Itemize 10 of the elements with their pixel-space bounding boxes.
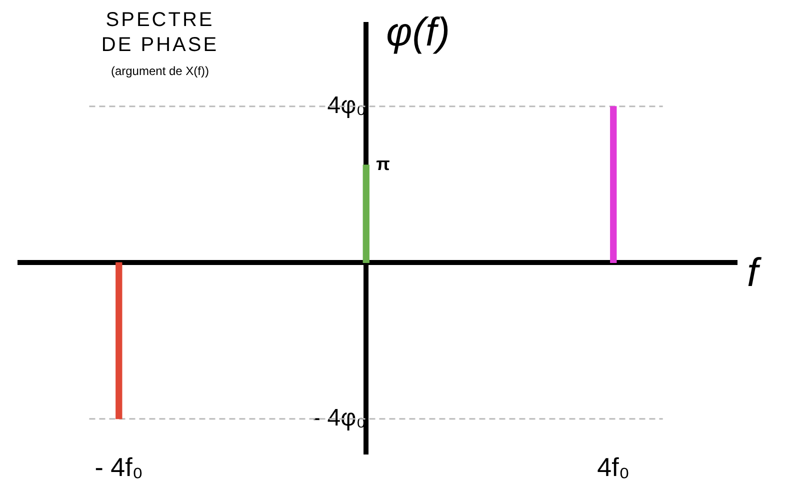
- chart-title: SPECTRE DE PHASE: [100, 8, 220, 58]
- x-tick-label: 4f₀: [597, 452, 630, 482]
- text: (argument de X(f)): [110, 64, 210, 78]
- x-tick-label: - 4f₀: [94, 452, 144, 482]
- bar: [362, 164, 370, 263]
- bar: [610, 106, 617, 263]
- annotation: π: [376, 154, 390, 174]
- bar: [116, 262, 122, 420]
- x-axis-title: f: [747, 250, 762, 295]
- y-axis-title: φ(f): [386, 10, 450, 55]
